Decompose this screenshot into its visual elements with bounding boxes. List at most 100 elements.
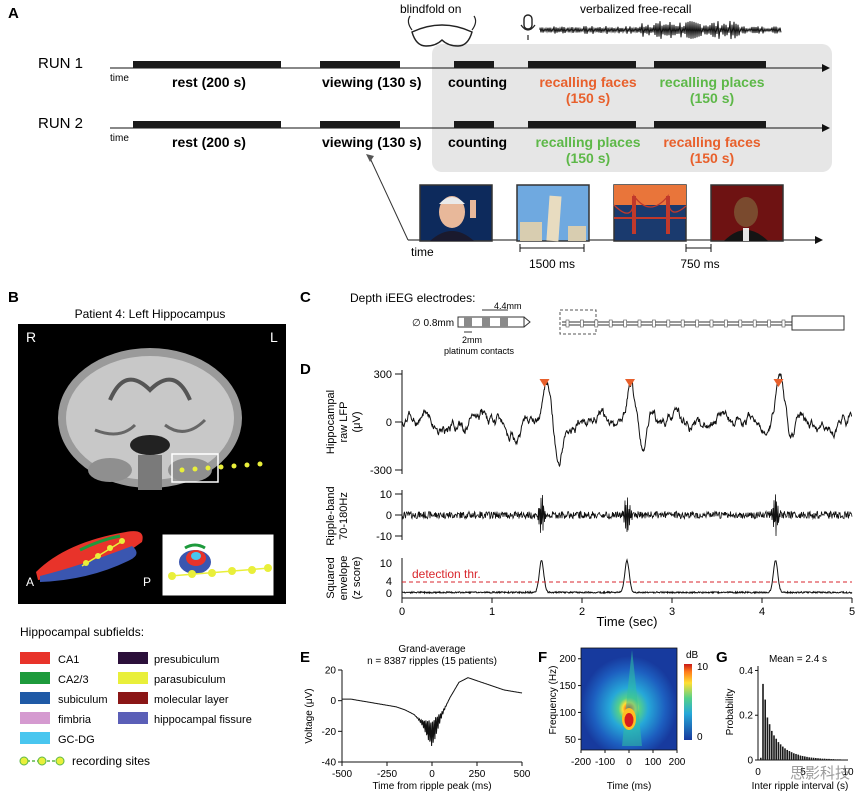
panel-e-xtick-label: 250 — [469, 769, 486, 780]
envelope-ylabel-1: Squared — [325, 557, 337, 599]
ripple-band-trace — [401, 494, 853, 537]
subfield-legend-left: CA1 CA2/3 subiculum fimbria GC-DG — [20, 652, 108, 746]
interval-bar — [784, 748, 786, 760]
ripple-ylabel-2: 70-180Hz — [338, 492, 350, 540]
panel-f-yticks: 200 150 100 50 — [559, 654, 581, 746]
run-1-recall2-name: recalling places — [659, 74, 764, 90]
legend-swatch-4 — [20, 732, 50, 744]
panel-d: D Hippocampal raw LFP (μV) Ripple-band 7… — [300, 361, 855, 629]
colorbar — [684, 664, 692, 740]
legend-label-r2: molecular layer — [154, 694, 229, 706]
panel-e-xticks: -500 -250 0 250 500 — [332, 762, 531, 780]
interval-bar — [830, 759, 832, 760]
run-1-time-label: time — [110, 73, 129, 84]
stimulus-time-label: time — [411, 245, 434, 259]
panel-f-xtick-label: -100 — [595, 757, 615, 768]
run-2-viewing-label: viewing (130 s) — [322, 134, 422, 150]
lfp-tick-neg300: -300 — [370, 465, 392, 477]
run-2-time-label: time — [110, 133, 129, 144]
recording-sites-label: recording sites — [72, 754, 150, 768]
posterior-label: P — [143, 575, 151, 589]
legend-label-r0: presubiculum — [154, 654, 219, 666]
run-2-rest-bar — [133, 121, 281, 128]
panel-f-xtick-label: 0 — [626, 757, 632, 768]
run-1: RUN 1 time rest (200 s) viewing (130 s) … — [38, 55, 830, 106]
panel-e-ylabel: Voltage (μV) — [304, 688, 315, 743]
legend-label-r3: hippocampal fissure — [154, 714, 252, 726]
panel-d-xtick-label: 0 — [399, 606, 405, 618]
electrode-contact — [709, 319, 714, 328]
lfp-ylabel-3: (μV) — [351, 411, 363, 432]
panel-f-xtick-label: -200 — [571, 757, 591, 768]
anterior-label: A — [26, 575, 34, 589]
run-1-recall1-bar — [528, 61, 636, 68]
lfp-ylabel-1: Hippocampal — [325, 390, 337, 454]
interval-bar — [828, 758, 830, 760]
blindfold-label: blindfold on — [400, 2, 461, 16]
panel-d-xtick-label: 3 — [669, 606, 675, 618]
legend-swatch-r1 — [118, 672, 148, 684]
interval-bar — [810, 757, 813, 760]
run-2-arrowhead — [822, 124, 830, 132]
interval-bar — [819, 758, 821, 760]
stimulus-timeline-arrowhead — [815, 236, 823, 244]
interval-bar — [823, 758, 826, 760]
panel-b: B Patient 4: Left Hippocampus R L — [8, 289, 286, 768]
electrode-contact — [767, 319, 771, 328]
interval-bar — [795, 753, 797, 760]
panel-a: A blindfold on verbalized free-recall RU… — [8, 2, 832, 271]
panel-e-ytick-label: 20 — [325, 666, 337, 677]
panel-d-xtick-label: 1 — [489, 606, 495, 618]
panel-g-xtick-label: 5 — [800, 767, 806, 778]
legend-swatch-1 — [20, 672, 50, 684]
right-hemisphere-label: R — [26, 329, 36, 345]
electrode-contact — [594, 319, 599, 328]
panel-g-ylabel: Probability — [725, 689, 736, 736]
run-1-viewing-bar — [320, 61, 400, 68]
interval-bar — [771, 730, 773, 760]
panel-g-yticks: 0.4 0.2 0 — [739, 666, 758, 767]
interval-bar — [790, 752, 793, 760]
legend-label-0: CA1 — [58, 654, 79, 666]
speech-waveform — [539, 20, 782, 40]
zoom-marker — [366, 154, 374, 162]
electrode-spacing-label: 4.4mm — [494, 301, 522, 311]
panel-b-title: Patient 4: Left Hippocampus — [75, 307, 226, 321]
panel-e-xtick-label: -500 — [332, 769, 352, 780]
panel-a-letter: A — [8, 5, 19, 22]
lfp-trace — [401, 373, 852, 468]
colorbar-tick-min: 0 — [697, 732, 703, 743]
electrode-contact — [623, 319, 627, 328]
panel-d-xtick-label: 2 — [579, 606, 585, 618]
panel-g-bars — [760, 683, 848, 760]
run-1-recall2-dur: (150 s) — [690, 90, 734, 106]
run-2-counting-bar — [454, 121, 494, 128]
legend-label-4: GC-DG — [58, 734, 95, 746]
panel-c-letter: C — [300, 289, 311, 306]
recall-shade — [432, 44, 832, 172]
run-2-label: RUN 2 — [38, 115, 83, 132]
electrode-contact — [652, 319, 656, 328]
legend-swatch-r0 — [118, 652, 148, 664]
ripple-tick-neg10: -10 — [376, 531, 392, 543]
panel-f-xticks: -200 -100 0 100 200 — [571, 750, 686, 768]
contact-length-label: 2mm — [462, 335, 482, 345]
electrode-contact — [695, 319, 699, 328]
interval-bar — [768, 724, 771, 760]
panel-e: E Grand-average n = 8387 ripples (15 pat… — [300, 644, 531, 792]
run-2: RUN 2 time rest (200 s) viewing (130 s) … — [38, 115, 830, 166]
legend-swatch-3 — [20, 712, 50, 724]
hippocampus-3d-model — [36, 531, 143, 582]
subfield-legend-right: presubiculum parasubiculum molecular layer… — [118, 652, 252, 726]
interval-bar — [775, 738, 777, 760]
legend-label-2: subiculum — [58, 694, 108, 706]
interval-bar — [821, 758, 824, 760]
interval-bar — [777, 742, 780, 760]
electrode-contact — [637, 319, 642, 328]
microphone-icon — [520, 14, 536, 40]
panel-e-ytick-label: -40 — [322, 758, 337, 769]
panel-e-xtick-label: -250 — [377, 769, 397, 780]
panel-f-letter: F — [538, 649, 547, 666]
panel-g-xticks: 0 5 10 — [755, 767, 854, 778]
electrode-contact — [680, 319, 685, 328]
